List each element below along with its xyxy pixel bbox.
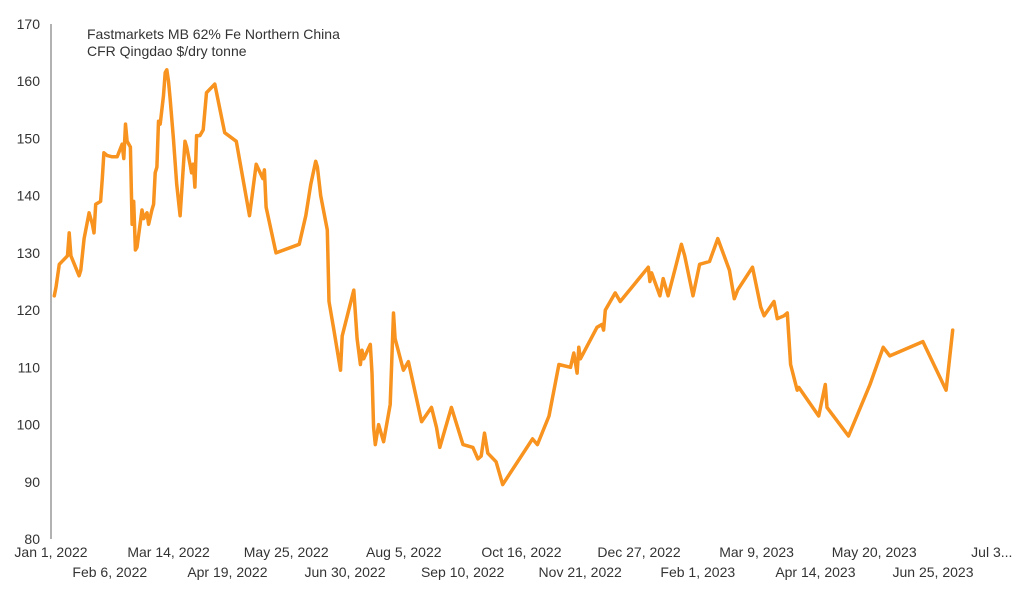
x-tick-label: Jul 3... bbox=[971, 544, 1012, 560]
y-tick-label: 90 bbox=[24, 474, 40, 490]
x-tick-label: Aug 5, 2022 bbox=[366, 544, 442, 560]
x-tick-label: Mar 14, 2022 bbox=[127, 544, 210, 560]
x-tick-label: Jun 30, 2022 bbox=[305, 564, 386, 580]
x-tick-label: Feb 6, 2022 bbox=[72, 564, 147, 580]
x-tick-label: Mar 9, 2023 bbox=[719, 544, 794, 560]
y-tick-label: 160 bbox=[17, 73, 41, 89]
x-tick-label: Apr 14, 2023 bbox=[775, 564, 855, 580]
chart-title-line-2: CFR Qingdao $/dry tonne bbox=[87, 43, 247, 59]
x-tick-label: Feb 1, 2023 bbox=[660, 564, 735, 580]
x-tick-label: Jun 25, 2023 bbox=[893, 564, 974, 580]
y-tick-label: 140 bbox=[17, 188, 41, 204]
chart-title-line-1: Fastmarkets MB 62% Fe Northern China bbox=[87, 26, 340, 42]
y-tick-label: 130 bbox=[17, 245, 41, 261]
x-tick-label: May 20, 2023 bbox=[832, 544, 917, 560]
x-axis-ticks: Jan 1, 2022 Mar 14, 2022 May 25, 2022 Aug 5… bbox=[14, 544, 1012, 580]
y-tick-label: 170 bbox=[17, 16, 41, 32]
y-axis-ticks: 80 90 100 110 120 130 140 150 160 170 bbox=[17, 16, 41, 547]
x-tick-label: Jan 1, 2022 bbox=[14, 544, 87, 560]
x-tick-label: May 25, 2022 bbox=[244, 544, 329, 560]
y-tick-label: 120 bbox=[17, 302, 41, 318]
x-tick-label: Dec 27, 2022 bbox=[597, 544, 680, 560]
x-tick-label: Oct 16, 2022 bbox=[481, 544, 561, 560]
y-tick-label: 80 bbox=[24, 531, 40, 547]
x-tick-label: Nov 21, 2022 bbox=[539, 564, 622, 580]
x-tick-label: Sep 10, 2022 bbox=[421, 564, 505, 580]
price-series-line bbox=[52, 68, 955, 487]
y-tick-label: 150 bbox=[17, 130, 41, 146]
x-tick-label: Apr 19, 2022 bbox=[187, 564, 267, 580]
y-tick-label: 100 bbox=[17, 417, 41, 433]
y-tick-label: 110 bbox=[18, 359, 41, 375]
